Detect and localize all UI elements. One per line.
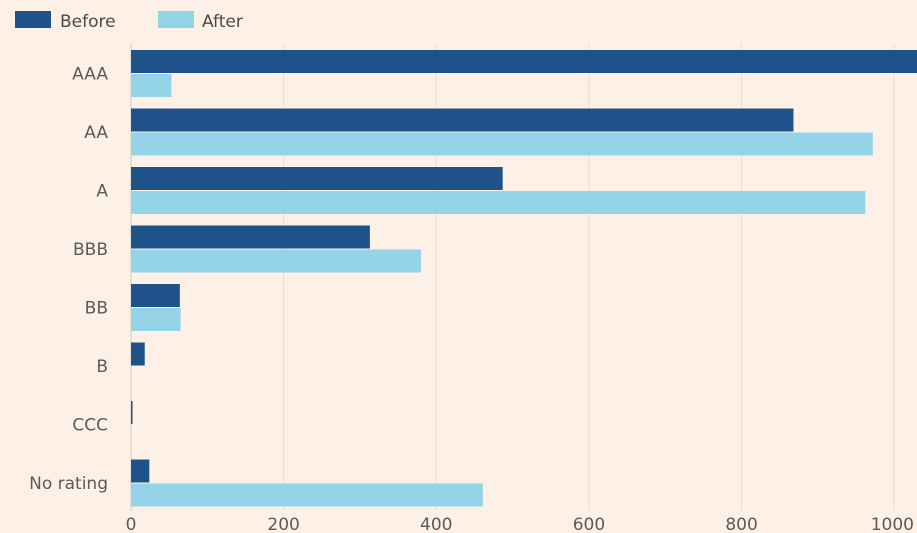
bar-after-bbb [131,249,422,273]
category-label-no-rating: No rating [29,474,108,494]
bar-before-no-rating [131,459,150,483]
x-axis-tick-labels: 0 200 400 600 800 1000 [126,515,914,533]
bar-after-a [131,191,866,214]
category-label-bb: BB [85,299,108,319]
bar-before-aaa [131,50,917,73]
x-tick-label: 800 [725,515,757,533]
bar-after-aa [131,132,873,156]
bar-before-ccc [131,401,133,424]
bar-before-bb [131,284,180,307]
category-label-b: B [96,357,108,377]
category-label-bbb: BBB [73,240,108,260]
legend: Before After [15,11,243,32]
x-tick-label: 0 [126,515,137,533]
bar-after-no-rating [131,483,483,507]
category-label-aaa: AAA [72,65,108,85]
bars [131,50,917,507]
bar-before-aa [131,108,794,132]
legend-swatch-before [15,11,51,28]
bar-after-aaa [131,74,172,97]
bar-after-bb [131,308,181,331]
x-tick-label: 600 [573,515,605,533]
category-label-ccc: CCC [72,416,108,436]
legend-label-after: After [202,12,243,32]
category-label-a: A [96,182,108,202]
bar-before-b [131,342,145,366]
bar-before-a [131,167,503,190]
bar-before-bbb [131,225,370,249]
legend-swatch-after [158,11,194,28]
x-tick-label: 1000 [871,515,914,533]
legend-label-before: Before [60,12,116,32]
category-label-aa: AA [84,123,108,143]
x-tick-label: 400 [420,515,452,533]
x-tick-label: 200 [267,515,299,533]
